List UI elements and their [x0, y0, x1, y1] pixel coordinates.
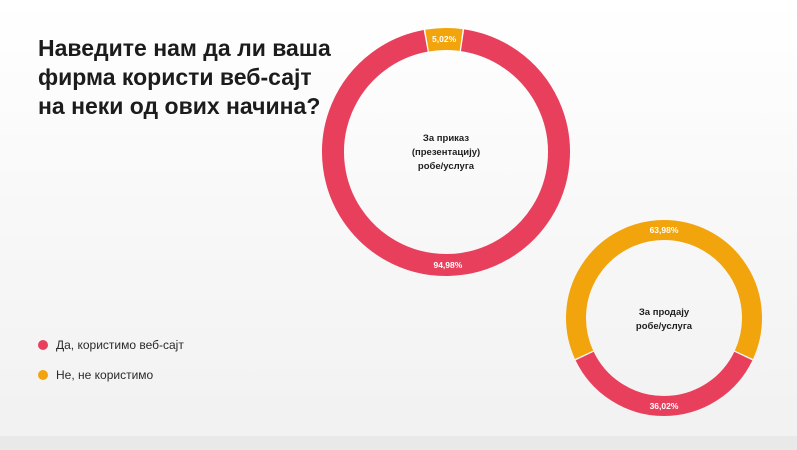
- donut-1-center-label-line-2: (презентацију): [412, 147, 480, 158]
- slide-title: Наведите нам да ли ваша фирма користи ве…: [38, 35, 331, 119]
- legend-item-no: Не, не користимо: [38, 364, 184, 386]
- donut-1-slice-yes: [322, 29, 570, 276]
- donut-1-pct-label-yes: 94,98%: [433, 260, 462, 270]
- legend-item-yes: Да, користимо веб-сајт: [38, 334, 184, 356]
- donut-1-center-label-line-3: робе/услуга: [418, 161, 475, 172]
- donut-2-pct-label-no: 63,98%: [650, 225, 679, 235]
- donut-2-slice-yes: [575, 351, 753, 416]
- donut-2-center-label-line-2: робе/услуга: [636, 321, 693, 332]
- legend-label-yes: Да, користимо веб-сајт: [56, 338, 184, 352]
- legend-dot-yes: [38, 340, 48, 350]
- donut-2-slice-no: [566, 220, 762, 359]
- donut-1-pct-label-no: 5,02%: [432, 34, 457, 44]
- donut-2-center-label-line-1: За продају: [639, 307, 690, 318]
- donut-1-center-label-line-1: За приказ: [423, 133, 469, 144]
- slide-bottom-bar: [0, 436, 797, 450]
- donut-2-pct-label-yes: 36,02%: [650, 401, 679, 411]
- legend-dot-no: [38, 370, 48, 380]
- legend-label-no: Не, не користимо: [56, 368, 154, 382]
- donut-1-slice-no: [425, 28, 463, 52]
- chart-legend: Да, користимо веб-сајт Не, не користимо: [38, 334, 184, 394]
